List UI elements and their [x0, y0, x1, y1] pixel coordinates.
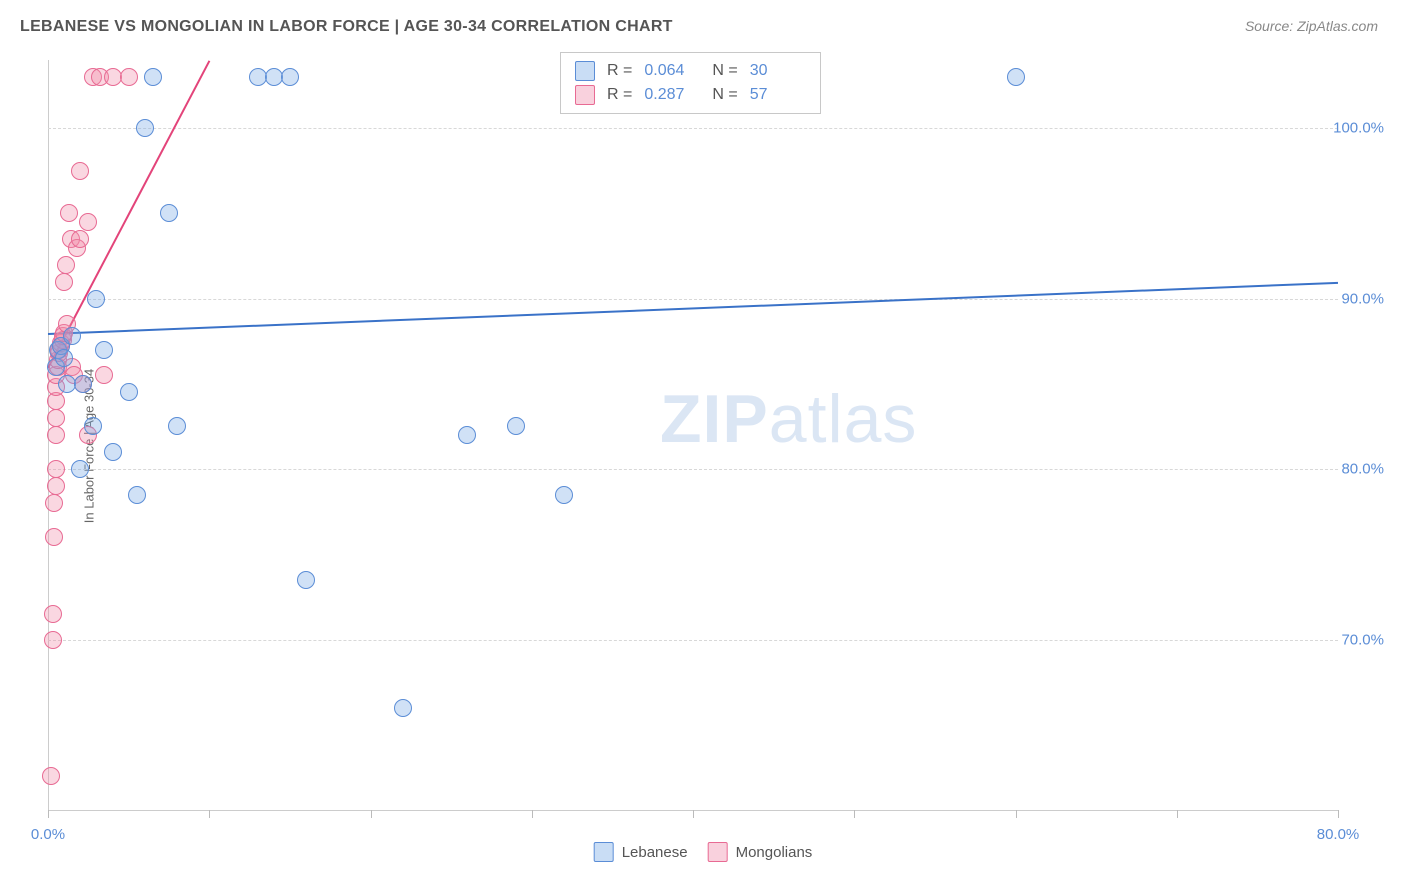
stats-row-mongolians: R = 0.287 N = 57 [575, 83, 806, 107]
n-value-lebanese: 30 [750, 62, 806, 80]
data-point [44, 631, 62, 649]
x-tick [1177, 810, 1178, 818]
data-point [160, 204, 178, 222]
swatch-blue-icon [575, 61, 595, 81]
gridline [48, 299, 1338, 300]
x-tick [209, 810, 210, 818]
legend-label-mongolians: Mongolians [736, 844, 813, 861]
data-point [128, 486, 146, 504]
data-point [63, 327, 81, 345]
legend-item-mongolians: Mongolians [708, 842, 813, 862]
gridline [48, 640, 1338, 641]
data-point [120, 68, 138, 86]
n-label: N = [712, 62, 737, 80]
n-value-mongolians: 57 [750, 86, 806, 104]
y-tick-label: 70.0% [1341, 631, 1384, 648]
swatch-pink-icon [575, 85, 595, 105]
chart-title: LEBANESE VS MONGOLIAN IN LABOR FORCE | A… [20, 18, 673, 36]
data-point [55, 273, 73, 291]
legend-item-lebanese: Lebanese [594, 842, 688, 862]
data-point [1007, 68, 1025, 86]
data-point [95, 366, 113, 384]
data-point [45, 494, 63, 512]
data-point [394, 699, 412, 717]
data-point [507, 417, 525, 435]
y-tick-label: 80.0% [1341, 461, 1384, 478]
data-point [136, 119, 154, 137]
r-label: R = [607, 86, 632, 104]
data-point [45, 528, 63, 546]
data-point [120, 383, 138, 401]
data-point [47, 426, 65, 444]
data-point [87, 290, 105, 308]
swatch-pink-icon [708, 842, 728, 862]
data-point [57, 256, 75, 274]
legend-label-lebanese: Lebanese [622, 844, 688, 861]
swatch-blue-icon [594, 842, 614, 862]
source-attribution: Source: ZipAtlas.com [1245, 18, 1378, 34]
data-point [47, 409, 65, 427]
r-value-lebanese: 0.064 [644, 62, 700, 80]
data-point [55, 349, 73, 367]
data-point [144, 68, 162, 86]
data-point [79, 213, 97, 231]
data-point [60, 204, 78, 222]
plot-area [48, 60, 1339, 811]
data-point [168, 417, 186, 435]
n-label: N = [712, 86, 737, 104]
data-point [42, 767, 60, 785]
data-point [71, 460, 89, 478]
data-point [71, 230, 89, 248]
x-tick-label: 0.0% [31, 826, 65, 843]
stats-row-lebanese: R = 0.064 N = 30 [575, 59, 806, 83]
data-point [84, 417, 102, 435]
data-point [297, 571, 315, 589]
data-point [44, 605, 62, 623]
data-point [47, 477, 65, 495]
x-tick [1016, 810, 1017, 818]
data-point [47, 460, 65, 478]
y-tick-label: 100.0% [1333, 120, 1384, 137]
x-tick [48, 810, 49, 818]
data-point [95, 341, 113, 359]
data-point [104, 443, 122, 461]
x-tick [854, 810, 855, 818]
y-tick-label: 90.0% [1341, 290, 1384, 307]
x-tick [371, 810, 372, 818]
data-point [555, 486, 573, 504]
stats-legend-box: R = 0.064 N = 30 R = 0.287 N = 57 [560, 52, 821, 114]
r-value-mongolians: 0.287 [644, 86, 700, 104]
gridline [48, 128, 1338, 129]
r-label: R = [607, 62, 632, 80]
data-point [71, 162, 89, 180]
x-tick [693, 810, 694, 818]
bottom-legend: Lebanese Mongolians [594, 842, 813, 862]
x-tick [532, 810, 533, 818]
gridline [48, 469, 1338, 470]
data-point [458, 426, 476, 444]
data-point [74, 375, 92, 393]
data-point [281, 68, 299, 86]
x-tick-label: 80.0% [1317, 826, 1360, 843]
x-tick [1338, 810, 1339, 818]
